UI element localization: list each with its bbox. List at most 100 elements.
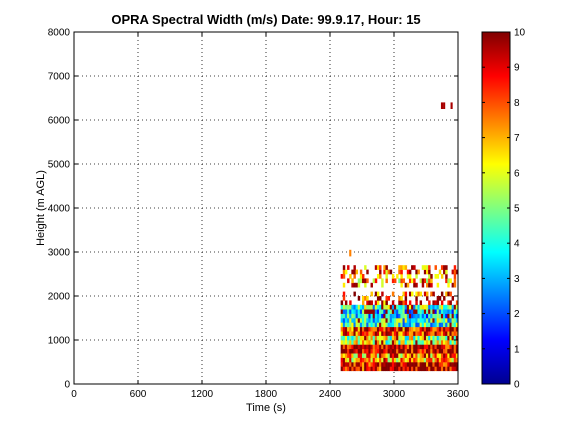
heatmap-cell bbox=[404, 362, 408, 367]
heatmap-cell bbox=[398, 318, 401, 323]
heatmap-cell bbox=[408, 304, 412, 310]
heatmap-cell bbox=[430, 282, 433, 288]
heatmap-cell bbox=[370, 282, 373, 288]
heatmap-cell bbox=[374, 322, 378, 328]
heatmap-cell bbox=[357, 366, 361, 372]
heatmap-cell bbox=[374, 362, 378, 367]
heatmap-cell bbox=[366, 269, 369, 275]
heatmap-cell bbox=[355, 366, 359, 372]
heatmap-cell bbox=[447, 309, 450, 314]
heatmap-cell bbox=[423, 357, 427, 363]
heatmap-cell bbox=[449, 322, 452, 328]
heatmap-cell bbox=[351, 313, 354, 319]
heatmap-cell bbox=[406, 366, 410, 372]
heatmap-cell bbox=[426, 304, 429, 310]
heatmap-cell bbox=[372, 322, 376, 328]
heatmap-cell bbox=[376, 300, 380, 306]
heatmap-cell bbox=[376, 335, 380, 341]
heatmap-cell bbox=[359, 278, 363, 284]
heatmap-cell bbox=[357, 278, 361, 284]
heatmap-cell bbox=[366, 340, 369, 345]
heatmap-cell bbox=[453, 265, 457, 270]
heatmap-cell bbox=[411, 304, 414, 310]
heatmap-cell bbox=[402, 278, 405, 284]
heatmap-cell bbox=[453, 326, 457, 332]
heatmap-cell bbox=[398, 265, 401, 270]
heatmap-cell bbox=[387, 318, 391, 323]
heatmap-cell bbox=[383, 357, 386, 363]
heatmap-cell bbox=[423, 322, 427, 328]
heatmap-cell bbox=[387, 326, 391, 332]
heatmap-cell bbox=[402, 309, 405, 314]
heatmap-cell bbox=[347, 357, 350, 363]
heatmap-cell bbox=[398, 322, 401, 328]
heatmap-cell bbox=[366, 296, 369, 301]
heatmap-cell bbox=[434, 304, 437, 310]
heatmap-cell bbox=[419, 335, 423, 341]
heatmap-cell bbox=[368, 309, 371, 314]
heatmap-cell bbox=[383, 313, 386, 319]
heatmap-cell bbox=[340, 326, 344, 332]
heatmap-cell bbox=[413, 348, 416, 354]
heatmap-cell bbox=[428, 353, 431, 358]
heatmap-cell bbox=[428, 362, 431, 367]
heatmap-cell bbox=[385, 322, 388, 328]
heatmap-cell bbox=[351, 331, 354, 336]
heatmap-cell bbox=[447, 340, 450, 345]
heatmap-cell bbox=[366, 366, 369, 372]
heatmap-cell bbox=[453, 274, 457, 279]
heatmap-cell bbox=[355, 318, 359, 323]
heatmap-cell bbox=[372, 348, 376, 354]
heatmap-cell bbox=[423, 366, 427, 372]
heatmap-cell bbox=[355, 322, 359, 328]
heatmap-cell bbox=[353, 318, 356, 323]
heatmap-cell bbox=[408, 278, 412, 284]
heatmap-cell bbox=[445, 265, 448, 270]
heatmap-cell bbox=[406, 269, 410, 275]
heatmap-cell bbox=[342, 291, 346, 297]
heatmap-cell bbox=[347, 326, 350, 332]
heatmap-cell bbox=[419, 318, 423, 323]
heatmap-cell bbox=[344, 318, 348, 323]
heatmap-cell bbox=[421, 366, 425, 372]
heatmap-cell bbox=[436, 366, 440, 372]
heatmap-cell bbox=[347, 335, 350, 341]
heatmap-cell bbox=[385, 300, 388, 306]
heatmap-cell bbox=[349, 335, 352, 341]
heatmap-cell bbox=[342, 326, 346, 332]
heatmap-cell bbox=[376, 366, 380, 372]
heatmap-cell bbox=[379, 313, 382, 319]
heatmap-cell bbox=[428, 309, 431, 314]
heatmap-cell bbox=[381, 357, 384, 363]
heatmap-cell bbox=[421, 309, 425, 314]
x-axis-ticks: 0 600 1200 1800 2400 3000 3600 bbox=[71, 32, 470, 400]
heatmap-cell bbox=[362, 274, 365, 279]
heatmap-cell bbox=[408, 353, 412, 358]
heatmap-cell bbox=[430, 309, 433, 314]
heatmap-cell bbox=[385, 326, 388, 332]
heatmap-cell bbox=[419, 344, 423, 350]
heatmap-cell bbox=[447, 326, 450, 332]
heatmap-cell bbox=[406, 362, 410, 367]
heatmap-cell bbox=[366, 357, 369, 363]
heatmap-cell bbox=[342, 331, 346, 336]
heatmap-cell bbox=[379, 309, 382, 314]
heatmap-cell bbox=[436, 274, 440, 279]
heatmap-cell bbox=[430, 344, 433, 350]
heatmap-cell bbox=[423, 313, 427, 319]
heatmap-cell bbox=[400, 309, 403, 314]
heatmap-cell bbox=[370, 331, 373, 336]
heatmap-cell bbox=[445, 322, 448, 328]
heatmap-cell bbox=[385, 274, 388, 279]
heatmap-cell bbox=[438, 313, 442, 319]
heatmap-cell bbox=[432, 322, 435, 328]
heatmap-cell bbox=[364, 335, 367, 341]
heatmap-cell bbox=[447, 278, 450, 284]
heatmap-cell bbox=[379, 326, 382, 332]
heatmap-cell bbox=[396, 348, 399, 354]
colorbar-tick-label: 10 bbox=[514, 28, 526, 39]
heatmap-cell bbox=[398, 269, 401, 275]
heatmap-cell bbox=[349, 326, 352, 332]
heatmap-cells bbox=[340, 102, 459, 372]
heatmap-cell bbox=[423, 265, 427, 270]
